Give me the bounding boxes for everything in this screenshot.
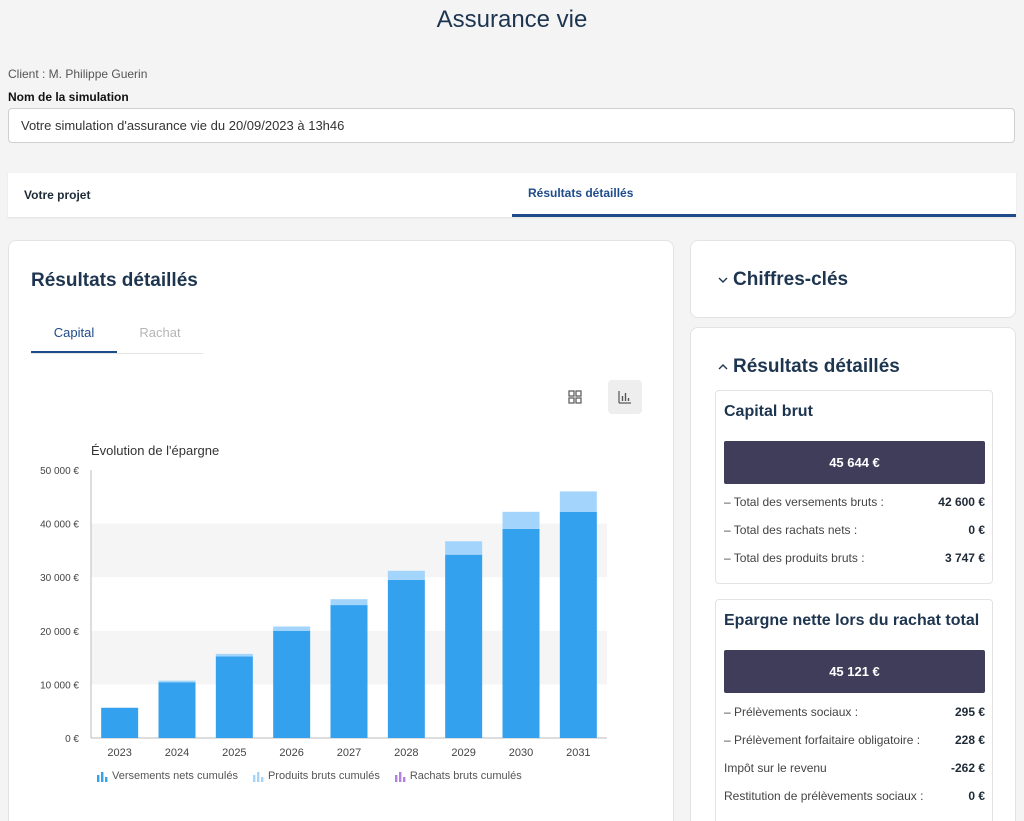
x-tick-label: 2028 xyxy=(394,747,418,759)
capital-row: – Total des versements bruts : 42 600 € xyxy=(724,495,985,509)
grid-icon xyxy=(568,390,582,404)
sub-tab-capital[interactable]: Capital xyxy=(31,314,117,353)
legend-item[interactable]: Rachats bruts cumulés xyxy=(394,770,522,782)
epargne-nette-total: 45 121 € xyxy=(724,650,985,693)
bar-2028-series-1[interactable] xyxy=(387,570,425,580)
x-tick-label: 2030 xyxy=(509,747,533,759)
bar-2027-series-1[interactable] xyxy=(330,599,368,606)
simulation-name-input[interactable] xyxy=(8,108,1015,143)
row-value: 42 600 € xyxy=(938,495,985,509)
epargne-row: – Prélèvement forfaitaire obligatoire : 2… xyxy=(724,733,985,747)
bar-2023-series-1[interactable] xyxy=(101,707,139,708)
y-tick-label: 20 000 € xyxy=(40,627,79,638)
row-label: – Total des produits bruts : xyxy=(724,551,865,565)
bar-2025-series-1[interactable] xyxy=(215,653,253,657)
legend-label: Produits bruts cumulés xyxy=(267,770,380,782)
legend-bar-icon xyxy=(252,772,264,782)
bar-2024-series-0[interactable] xyxy=(158,682,196,738)
legend-label: Versements nets cumulés xyxy=(112,770,238,782)
main-tabs: Votre projet Résultats détaillés xyxy=(8,173,1016,217)
epargne-row: Restitution de prélèvements sociaux : 0 € xyxy=(724,789,985,803)
row-label: – Prélèvements sociaux : xyxy=(724,705,859,719)
capital-brut-title: Capital brut xyxy=(724,403,813,420)
capital-brut-total: 45 644 € xyxy=(724,441,985,484)
page-title: Assurance vie xyxy=(436,6,588,33)
detailed-results-title: Résultats détaillés xyxy=(733,356,900,377)
row-value: 0 € xyxy=(968,523,985,537)
detailed-results-panel: Résultats détaillés Capital brut 45 644 … xyxy=(690,327,1016,821)
bar-2027-series-0[interactable] xyxy=(330,605,368,738)
row-label: – Prélèvement forfaitaire obligatoire : xyxy=(724,733,921,747)
row-value: 295 € xyxy=(954,705,985,719)
epargne-nette-card: Epargne nette lors du rachat total 45 12… xyxy=(715,599,993,821)
bar-2029-series-1[interactable] xyxy=(445,541,483,555)
bar-2031-series-0[interactable] xyxy=(559,511,597,738)
tab-votre-projet[interactable]: Votre projet xyxy=(24,188,91,202)
epargne-row: Impôt sur le revenu -262 € xyxy=(724,761,985,775)
capital-row: – Total des rachats nets : 0 € xyxy=(724,523,985,537)
bar-chart-icon xyxy=(618,391,631,404)
key-figures-panel: Chiffres-clés xyxy=(690,240,1016,318)
client-name: Client : M. Philippe Guerin xyxy=(8,67,148,81)
bar-2029-series-0[interactable] xyxy=(445,554,483,738)
capital-brut-card: Capital brut 45 644 € – Total des versem… xyxy=(715,390,993,584)
tab-resultats-detailles[interactable]: Résultats détaillés xyxy=(512,173,1016,217)
chevron-up-icon xyxy=(718,364,728,370)
x-tick-label: 2026 xyxy=(279,747,303,759)
bar-2026-series-0[interactable] xyxy=(273,630,311,738)
result-sub-tabs: Capital Rachat xyxy=(31,314,203,354)
bar-2024-series-1[interactable] xyxy=(158,680,196,683)
row-label: – Total des rachats nets : xyxy=(724,523,858,537)
capital-row: – Total des produits bruts : 3 747 € xyxy=(724,551,985,565)
chart-title: Évolution de l'épargne xyxy=(91,443,219,458)
table-view-button[interactable] xyxy=(558,380,592,414)
bar-2030-series-1[interactable] xyxy=(502,511,540,529)
y-tick-label: 0 € xyxy=(65,734,79,745)
bar-2026-series-1[interactable] xyxy=(273,626,311,631)
legend-bar-icon xyxy=(394,772,406,782)
y-tick-label: 30 000 € xyxy=(40,573,79,584)
y-tick-label: 40 000 € xyxy=(40,520,79,531)
row-value: 0 € xyxy=(968,789,985,803)
bar-2025-series-0[interactable] xyxy=(215,656,253,738)
x-tick-label: 2029 xyxy=(451,747,475,759)
row-value: -262 € xyxy=(950,761,985,775)
legend-item[interactable]: Versements nets cumulés xyxy=(96,770,238,782)
chevron-down-icon xyxy=(718,277,728,283)
epargne-row: – Prélèvements sociaux : 295 € xyxy=(724,705,985,719)
bar-2030-series-0[interactable] xyxy=(502,528,540,738)
sub-tab-rachat[interactable]: Rachat xyxy=(139,325,181,340)
legend-item[interactable]: Produits bruts cumulés xyxy=(252,770,380,782)
x-tick-label: 2024 xyxy=(165,747,189,759)
x-tick-label: 2023 xyxy=(107,747,131,759)
bar-2031-series-1[interactable] xyxy=(559,491,597,512)
bar-2028-series-0[interactable] xyxy=(387,579,425,738)
row-value: 228 € xyxy=(954,733,985,747)
chart-legend: Versements nets cumulés Produits bruts cu… xyxy=(96,770,522,782)
bar-2023-series-0[interactable] xyxy=(101,707,139,738)
epargne-nette-title: Epargne nette lors du rachat total xyxy=(724,612,980,629)
row-label: – Total des versements bruts : xyxy=(724,495,884,509)
row-label: Restitution de prélèvements sociaux : xyxy=(724,789,924,803)
x-tick-label: 2027 xyxy=(337,747,361,759)
y-tick-label: 10 000 € xyxy=(40,680,79,691)
row-label: Impôt sur le revenu xyxy=(724,761,827,775)
chart-view-button[interactable] xyxy=(608,380,642,414)
x-tick-label: 2025 xyxy=(222,747,246,759)
results-panel-title: Résultats détaillés xyxy=(31,270,198,291)
savings-chart: Évolution de l'épargne 0 € 10 000 € 20 000… xyxy=(40,443,607,759)
legend-bar-icon xyxy=(97,772,108,782)
x-tick-label: 2031 xyxy=(566,747,590,759)
simulation-name-label: Nom de la simulation xyxy=(8,90,129,104)
legend-label: Rachats bruts cumulés xyxy=(409,770,522,782)
detailed-results-toggle[interactable]: Résultats détaillés xyxy=(717,356,900,378)
key-figures-toggle[interactable]: Chiffres-clés xyxy=(717,269,848,291)
key-figures-title: Chiffres-clés xyxy=(733,269,849,290)
row-value: 3 747 € xyxy=(944,551,985,565)
y-tick-label: 50 000 € xyxy=(40,466,79,477)
